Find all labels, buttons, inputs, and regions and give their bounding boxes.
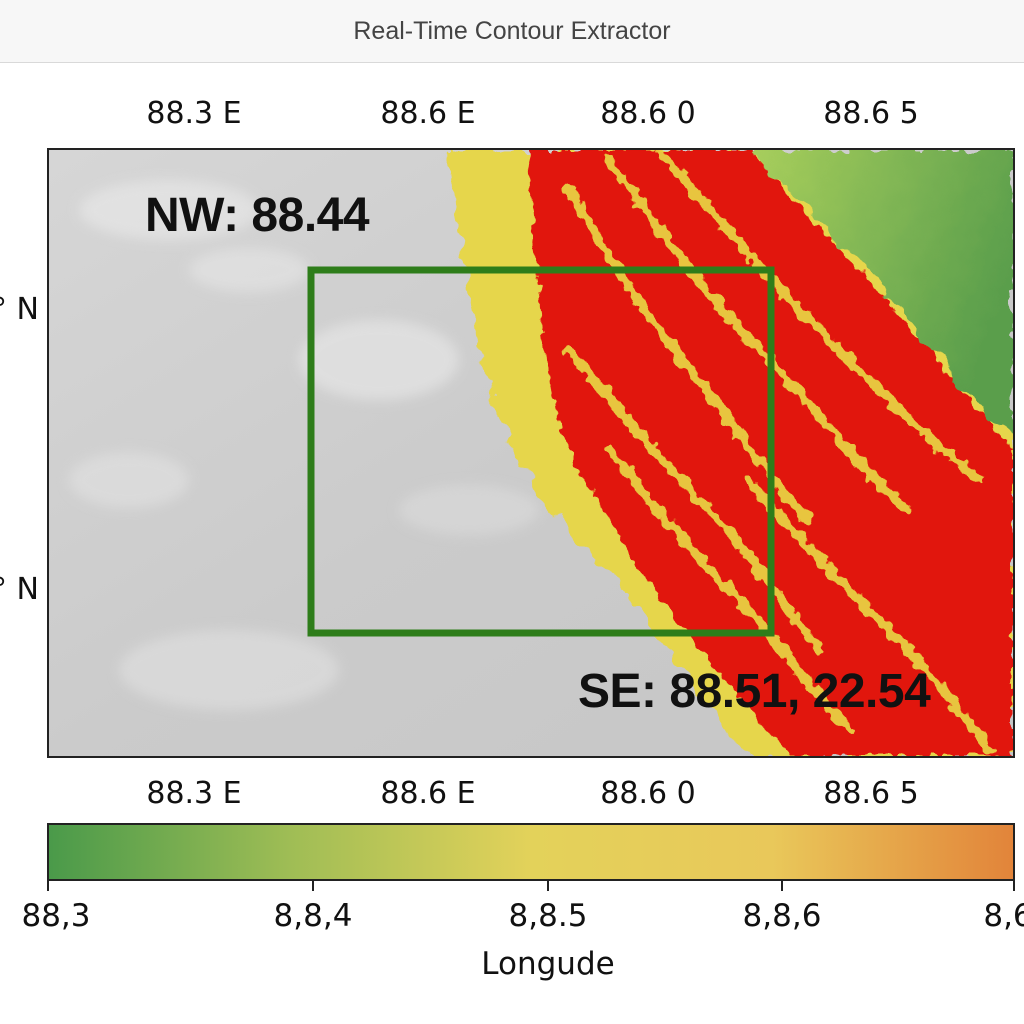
left-tick-label: ° N bbox=[0, 292, 39, 327]
top-tick-label: 88.6 5 bbox=[823, 96, 919, 131]
top-tick-label: 88.6 0 bbox=[600, 96, 696, 131]
colorbar-tick-label: 88,3 bbox=[21, 898, 91, 934]
colorbar-tick-label: 8,8,6 bbox=[742, 898, 822, 934]
nw-corner-label: NW: 88.44 bbox=[145, 189, 370, 242]
bottom-tick-label: 88.6 0 bbox=[600, 776, 696, 811]
bottom-tick-label: 88.6 5 bbox=[823, 776, 919, 811]
colorbar-tick-label: 8,8.5 bbox=[508, 898, 588, 934]
selection-rectangle[interactable] bbox=[307, 266, 775, 637]
colorbar-tick-mark bbox=[547, 881, 549, 891]
top-tick-label: 88.6 E bbox=[380, 96, 476, 131]
colorbar-tick-mark bbox=[312, 881, 314, 891]
colorbar-tick-mark bbox=[47, 881, 49, 891]
terrain-map[interactable] bbox=[47, 148, 1015, 758]
left-tick-label: ° N bbox=[0, 572, 39, 607]
window-titlebar: Real-Time Contour Extractor bbox=[0, 0, 1024, 63]
bottom-tick-label: 88.3 E bbox=[146, 776, 242, 811]
colorbar-tick-mark bbox=[781, 881, 783, 891]
colorbar-tick-mark bbox=[1013, 881, 1015, 891]
colorbar bbox=[47, 823, 1015, 881]
window-title: Real-Time Contour Extractor bbox=[353, 16, 671, 45]
se-corner-label: SE: 88.51, 22.54 bbox=[578, 665, 931, 718]
top-tick-label: 88.3 E bbox=[146, 96, 242, 131]
colorbar-title: Longude bbox=[481, 946, 615, 982]
colorbar-tick-label: 8,8,4 bbox=[273, 898, 353, 934]
colorbar-tick-label: 8,6 bbox=[983, 898, 1024, 934]
terrain-map-canvas[interactable] bbox=[49, 150, 1013, 756]
bottom-tick-label: 88.6 E bbox=[380, 776, 476, 811]
